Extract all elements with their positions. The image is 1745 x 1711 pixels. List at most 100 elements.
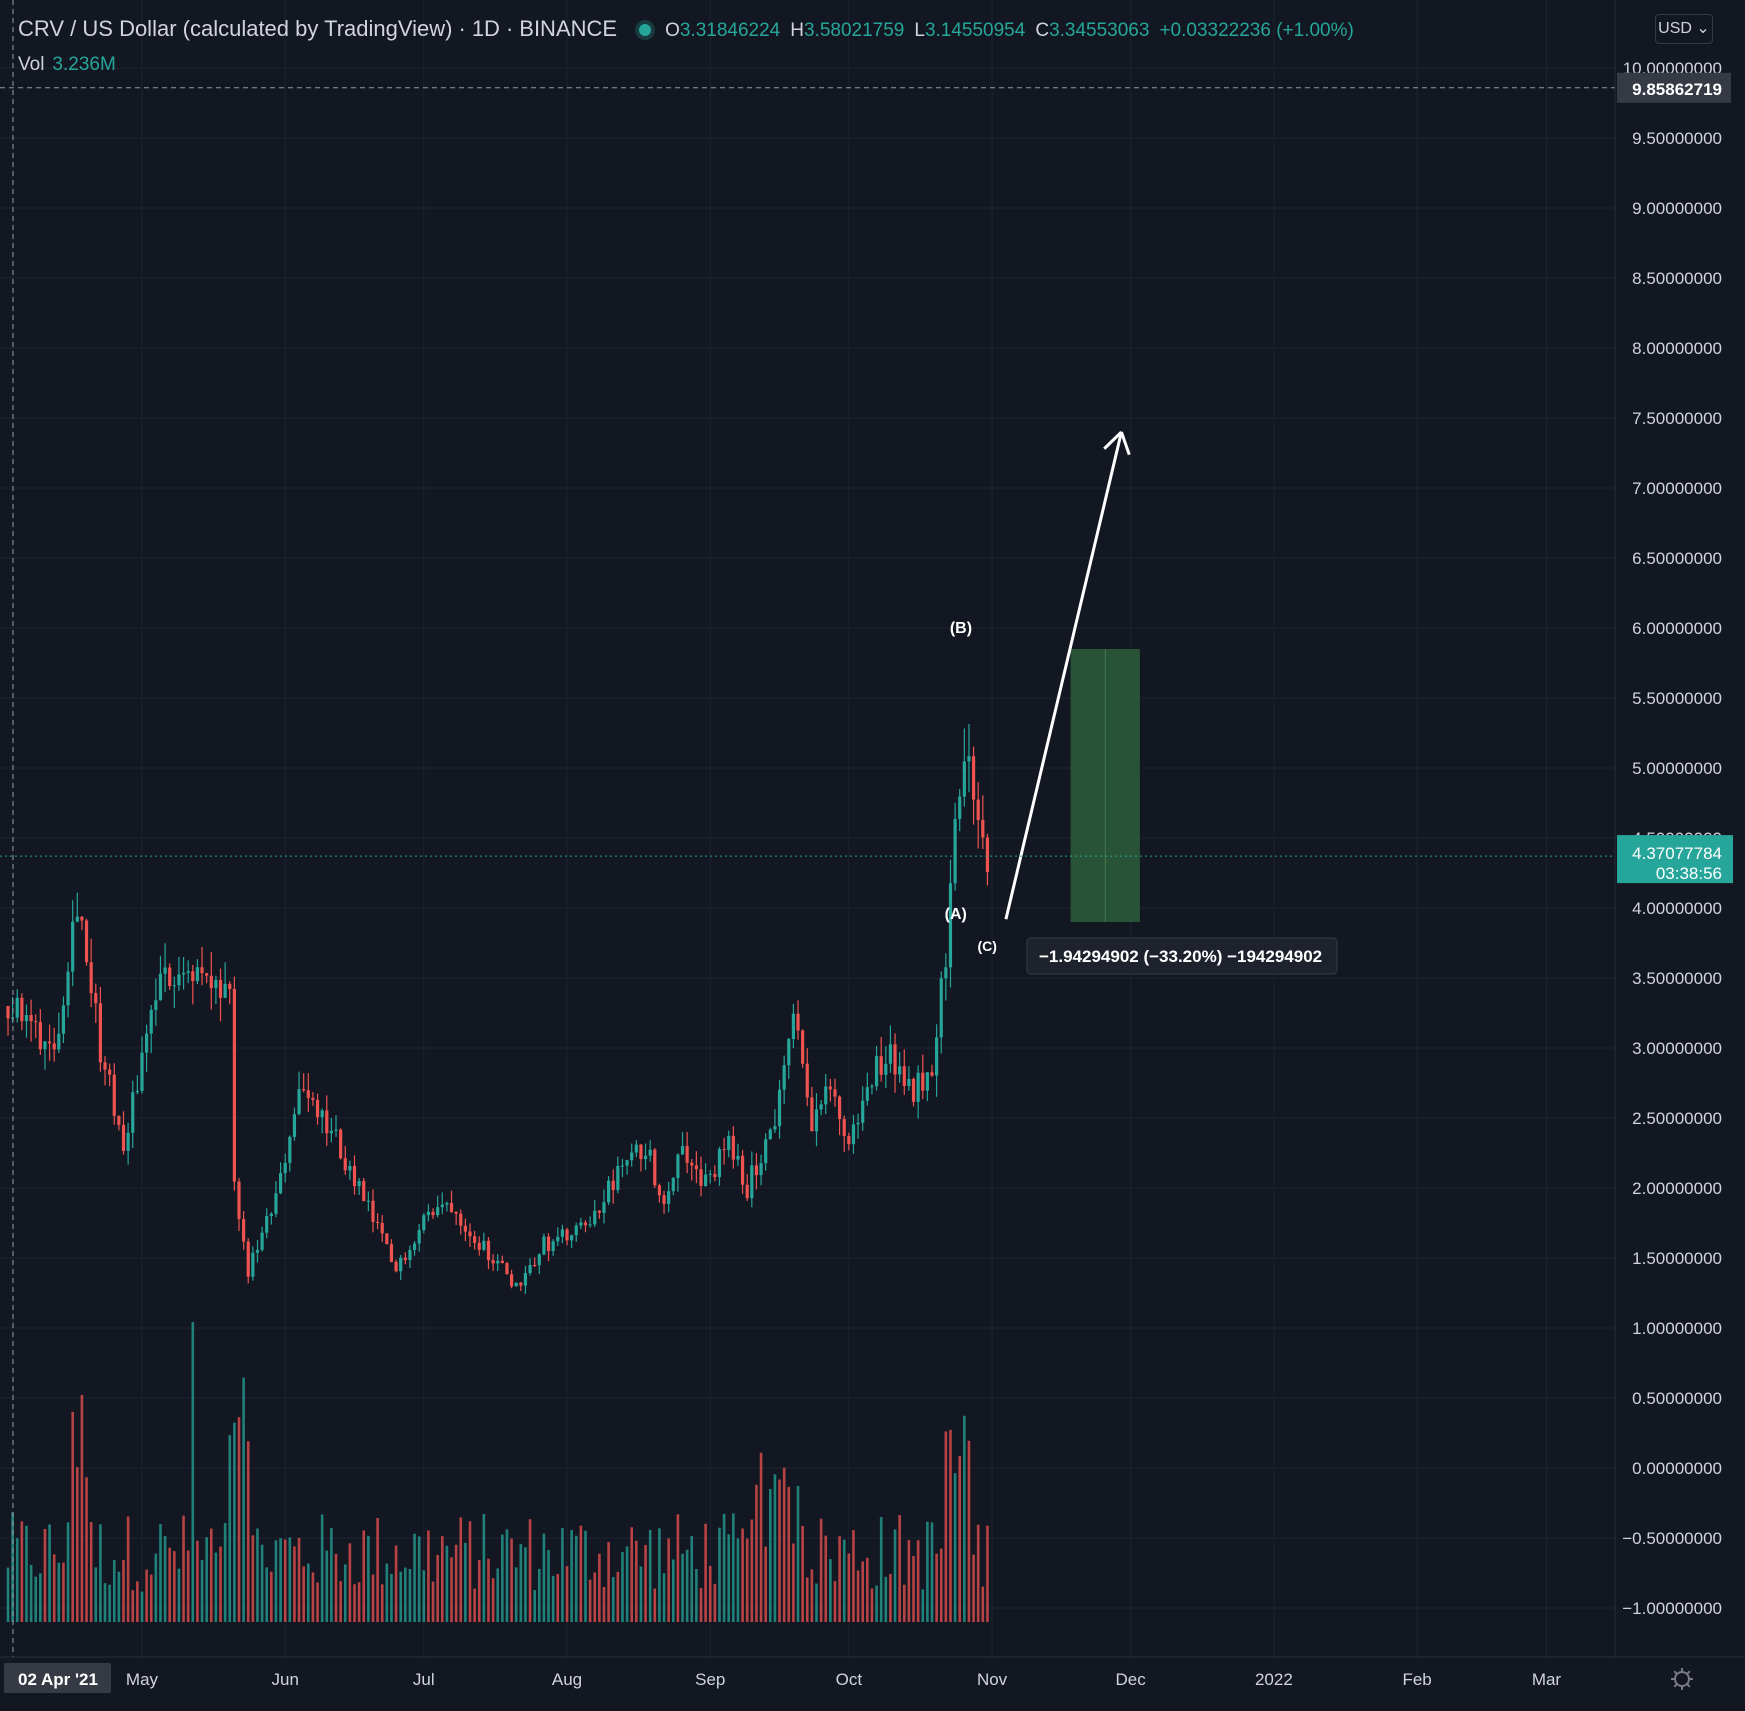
candle-body — [214, 979, 218, 989]
volume-bar — [907, 1540, 911, 1622]
candle-body — [745, 1184, 749, 1199]
volume-bar — [136, 1581, 139, 1622]
candle-body — [593, 1210, 597, 1225]
interval-label[interactable]: 1D — [471, 16, 500, 41]
candle-body — [163, 967, 167, 974]
candle-body — [740, 1155, 745, 1185]
volume-bar — [930, 1522, 934, 1622]
volume-bar — [348, 1543, 352, 1622]
candle-body — [898, 1066, 902, 1075]
currency-select[interactable]: USD ⌄ — [1655, 14, 1713, 44]
price-tick-label: 3.00000000 — [1632, 1039, 1722, 1058]
candle-body — [935, 1037, 939, 1076]
volume-bar — [168, 1547, 171, 1622]
volume-bar — [635, 1540, 638, 1622]
volume-bar — [528, 1519, 532, 1622]
crosshair-price-badge — [1617, 72, 1731, 103]
candle-body — [311, 1097, 315, 1100]
candle-body — [389, 1244, 394, 1262]
time-tick-label: Oct — [836, 1670, 863, 1689]
candle-body — [953, 818, 957, 884]
candle-body — [232, 989, 236, 1182]
candle-body — [66, 971, 70, 1006]
volume-bar — [25, 1525, 28, 1622]
candle-body — [454, 1211, 458, 1214]
volume-bar — [200, 1560, 204, 1622]
candle-body — [565, 1229, 569, 1241]
candle-body — [708, 1173, 712, 1175]
candle-body — [639, 1144, 643, 1160]
volume-bar — [39, 1573, 42, 1622]
candle-body — [768, 1129, 772, 1140]
volume-bar — [274, 1540, 278, 1622]
volume-bar — [445, 1545, 449, 1622]
candle-body — [145, 1033, 149, 1053]
candle-body — [505, 1263, 509, 1275]
candle-body — [787, 1039, 791, 1066]
candle-body — [884, 1063, 888, 1075]
volume-bar — [963, 1415, 966, 1622]
candle-body — [117, 1115, 121, 1125]
candle-body — [764, 1139, 768, 1164]
candle-body — [339, 1129, 343, 1159]
volume-bar — [958, 1456, 962, 1622]
volume-bar — [824, 1535, 828, 1622]
candle-body — [570, 1235, 574, 1241]
volume-bar — [477, 1560, 481, 1622]
price-tick-label: 0.50000000 — [1632, 1389, 1722, 1408]
volume-bar — [551, 1575, 555, 1622]
volume-bar — [662, 1573, 666, 1622]
candle-body — [399, 1257, 403, 1272]
candle-body — [209, 975, 213, 989]
volume-value: 3.236M — [52, 54, 116, 75]
volume-bar — [103, 1583, 107, 1622]
candle-body — [366, 1200, 370, 1202]
price-tick-label: 6.50000000 — [1632, 549, 1722, 568]
wave-label-c: (C) — [977, 938, 996, 954]
candle-body — [6, 1006, 10, 1019]
candle-body — [431, 1211, 435, 1216]
candle-body — [560, 1229, 564, 1237]
volume-bar — [565, 1566, 569, 1622]
candle-body — [662, 1195, 666, 1204]
candle-body — [801, 1030, 805, 1064]
candle-body — [865, 1087, 869, 1101]
candle-body — [620, 1165, 625, 1167]
candle-body — [856, 1122, 860, 1125]
volume-bar — [450, 1557, 453, 1622]
candle-body — [551, 1241, 555, 1252]
candle-body — [630, 1152, 634, 1161]
volume-bar — [667, 1538, 670, 1622]
candle-body — [833, 1089, 837, 1097]
volume-bar — [889, 1573, 892, 1622]
volume-bar — [588, 1579, 592, 1622]
candle-body — [84, 920, 89, 963]
volume-bar — [482, 1513, 486, 1622]
candle-body — [482, 1240, 486, 1250]
volume-bar — [616, 1571, 620, 1622]
candle-body — [126, 1132, 130, 1151]
volume-bar — [685, 1549, 689, 1622]
symbol-title[interactable]: CRV / US Dollar (calculated by TradingVi… — [18, 16, 453, 41]
price-tick-label: 2.00000000 — [1632, 1179, 1722, 1198]
candle-body — [112, 1074, 116, 1116]
volume-bar — [80, 1394, 84, 1622]
volume-bar — [769, 1489, 772, 1622]
volume-bar — [371, 1574, 375, 1622]
candle-body — [20, 997, 24, 1022]
candle-body — [140, 1052, 144, 1091]
volume-bar — [579, 1525, 583, 1622]
candle-body — [440, 1204, 444, 1208]
candle-body — [546, 1236, 551, 1252]
candle-body — [57, 1033, 61, 1050]
candle-body — [306, 1090, 310, 1098]
candle-body — [607, 1180, 611, 1203]
volume-bar — [949, 1429, 952, 1622]
volume-bar — [459, 1517, 463, 1622]
volume-bar — [6, 1567, 10, 1622]
volume-bar — [404, 1567, 407, 1622]
candle-body — [376, 1221, 380, 1223]
volume-bar — [533, 1589, 536, 1622]
candle-body — [121, 1124, 126, 1151]
